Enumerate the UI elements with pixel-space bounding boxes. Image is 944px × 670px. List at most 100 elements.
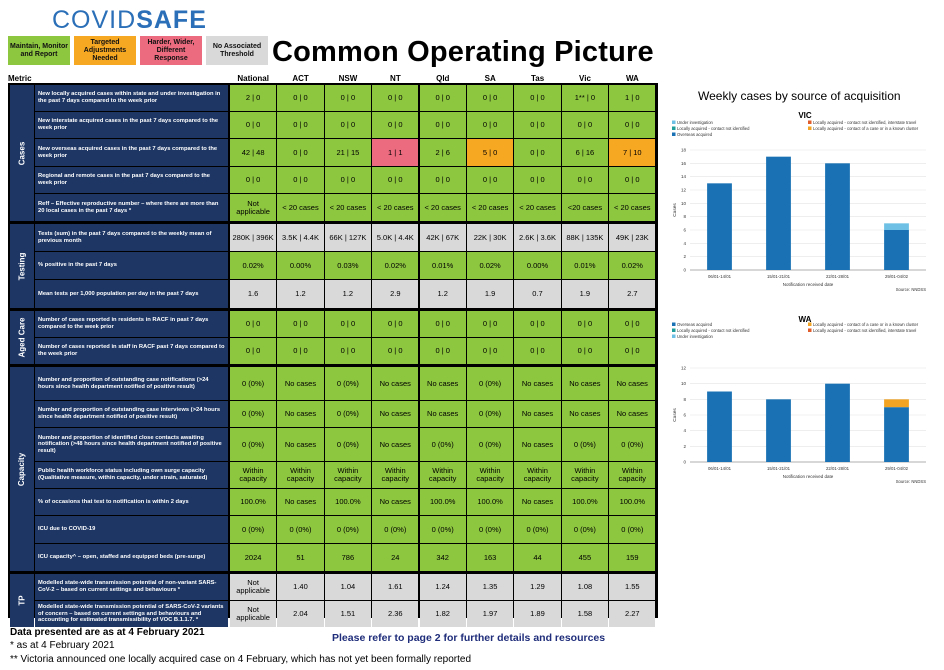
value-cell: 0 | 0: [324, 112, 371, 138]
metric-label: Modelled state-wide transmission potenti…: [35, 574, 228, 600]
value-cell: Not applicable: [230, 574, 277, 600]
value-cell: 22K | 30K: [467, 224, 514, 251]
value-cell: 786: [324, 544, 371, 571]
legend-label: Locally acquired - contact not identifie…: [813, 328, 916, 333]
bar-segment: [707, 391, 732, 462]
value-cell: 0.00%: [514, 252, 561, 279]
value-cell: 0 | 0: [514, 85, 561, 111]
value-cell: No cases: [277, 489, 324, 515]
value-cell: 0 (0%): [467, 428, 514, 461]
metric-label: Number of cases reported in staff in RAC…: [35, 338, 228, 364]
value-cell: 1.2: [277, 280, 324, 308]
value-cell: 7 | 10: [609, 139, 656, 166]
covidsafe-logo: COVIDSAFE: [52, 6, 207, 34]
x-tick-label: 22/01-28/01: [826, 466, 850, 471]
value-cell: No cases: [372, 428, 419, 461]
legend-swatch: [808, 322, 812, 326]
y-tick-label: 12: [681, 366, 687, 371]
value-cell: 1.97: [467, 601, 514, 627]
value-cell: 1.24: [419, 574, 466, 600]
metric-label: Number and proportion of outstanding cas…: [35, 367, 228, 400]
section-label-text: Testing: [17, 252, 27, 280]
bar-segment: [766, 399, 791, 462]
metric-label: New interstate acquired cases in the pas…: [35, 112, 228, 138]
value-cell: 1.89: [514, 601, 561, 627]
value-cell: 0 | 0: [230, 167, 277, 193]
value-cell: 2.36: [372, 601, 419, 627]
metric-label: Regional and remote cases in the past 7 …: [35, 167, 228, 193]
value-cell: 0.00%: [277, 252, 324, 279]
legend-swatch: [672, 126, 676, 130]
metric-label: Public health workforce status including…: [35, 462, 228, 488]
value-cell: 0 (0%): [230, 401, 277, 427]
value-cell: 42K | 67K: [419, 224, 466, 251]
value-cell: 100.0%: [467, 489, 514, 515]
value-cell: 0 | 0: [277, 167, 324, 193]
value-cell: No cases: [419, 367, 466, 400]
bar-segment: [884, 223, 909, 230]
value-cell: 0 | 0: [419, 85, 466, 111]
value-cell: 0 | 0: [372, 311, 419, 337]
value-cell: 0 | 0: [372, 85, 419, 111]
value-cell: 0 | 0: [419, 167, 466, 193]
metric-label: New overseas acquired cases in the past …: [35, 139, 228, 166]
value-cell: No cases: [372, 401, 419, 427]
value-cell: 2.27: [609, 601, 656, 627]
value-cell: 0 | 0: [419, 112, 466, 138]
metric-label: Number and proportion of outstanding cas…: [35, 401, 228, 427]
legend-swatch: [672, 334, 676, 338]
value-cell: 0.02%: [467, 252, 514, 279]
value-cell: Within capacity: [514, 462, 561, 488]
value-cell: 0 | 0: [561, 338, 608, 364]
value-cell: No cases: [277, 367, 324, 400]
x-axis-label: Notification received date: [783, 282, 834, 287]
value-cell: 0 | 0: [230, 338, 277, 364]
x-tick-label: 29/01-04/02: [885, 466, 909, 471]
value-cell: 100.0%: [230, 489, 277, 515]
page-title: Common Operating Picture: [272, 36, 654, 68]
value-cell: 0 | 0: [514, 112, 561, 138]
value-cell: Within capacity: [561, 462, 608, 488]
legend-swatch: [672, 132, 676, 136]
value-cell: 0 | 0: [277, 139, 324, 166]
column-header: NSW: [338, 74, 358, 83]
value-cell: 44: [514, 544, 561, 571]
value-cell: No cases: [561, 401, 608, 427]
value-cell: 49K | 23K: [609, 224, 656, 251]
metric-label: Reff – Effective reproductive number – w…: [35, 194, 228, 221]
value-cell: 0 (0%): [277, 516, 324, 543]
section-label: Testing: [10, 224, 34, 308]
y-tick-label: 0: [683, 460, 686, 465]
y-tick-label: 6: [683, 228, 686, 233]
value-cell: No cases: [514, 428, 561, 461]
value-cell: < 20 cases: [324, 194, 371, 221]
column-header: WA: [625, 74, 639, 83]
value-cell: 0 (0%): [467, 401, 514, 427]
y-tick-label: 2: [683, 444, 686, 449]
metric-label: Number of cases reported in residents in…: [35, 311, 228, 337]
value-cell: 0 (0%): [609, 516, 656, 543]
value-cell: No cases: [372, 367, 419, 400]
bar-segment: [884, 230, 909, 270]
value-cell: < 20 cases: [467, 194, 514, 221]
value-cell: 0 | 0: [514, 338, 561, 364]
value-cell: No cases: [609, 367, 656, 400]
legend-label: Locally acquired - contact not identifie…: [813, 120, 916, 125]
value-cell: 2.7: [609, 280, 656, 308]
value-cell: 0 | 0: [561, 167, 608, 193]
value-cell: 100.0%: [561, 489, 608, 515]
value-cell: 1 | 1: [372, 139, 419, 166]
x-tick-label: 06/01-14/01: [708, 466, 732, 471]
value-cell: Within capacity: [372, 462, 419, 488]
y-tick-label: 10: [681, 381, 687, 386]
value-cell: 0 | 0: [514, 311, 561, 337]
section-label: Aged Care: [10, 311, 34, 364]
value-cell: 1.08: [561, 574, 608, 600]
value-cell: 21 | 15: [324, 139, 371, 166]
legend-swatch: [672, 322, 676, 326]
bar-segment: [766, 156, 791, 270]
metric-label: Number and proportion of identified clos…: [35, 428, 228, 461]
x-axis-label: Notification received date: [783, 474, 834, 479]
value-cell: 0 | 0: [324, 85, 371, 111]
